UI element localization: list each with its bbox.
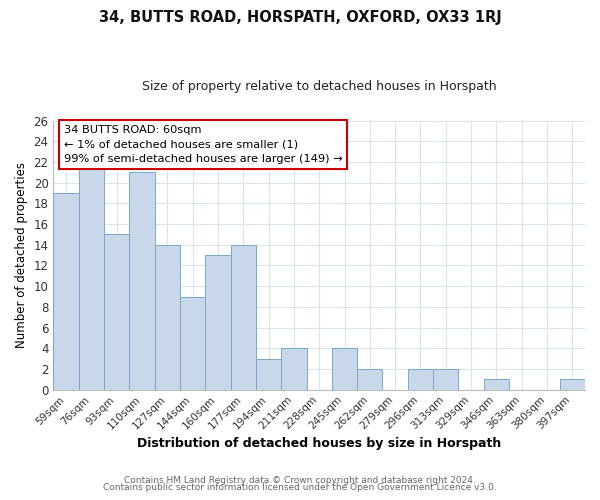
Bar	[79, 162, 104, 390]
Bar	[281, 348, 307, 390]
Bar	[205, 255, 230, 390]
Bar	[180, 296, 205, 390]
Bar	[230, 245, 256, 390]
Text: Contains public sector information licensed under the Open Government Licence v3: Contains public sector information licen…	[103, 484, 497, 492]
Text: Contains HM Land Registry data © Crown copyright and database right 2024.: Contains HM Land Registry data © Crown c…	[124, 476, 476, 485]
Bar	[484, 380, 509, 390]
Bar	[408, 369, 433, 390]
Bar	[53, 193, 79, 390]
Bar	[560, 380, 585, 390]
Bar	[256, 358, 281, 390]
Y-axis label: Number of detached properties: Number of detached properties	[15, 162, 28, 348]
Bar	[357, 369, 382, 390]
Bar	[104, 234, 130, 390]
Bar	[433, 369, 458, 390]
Bar	[130, 172, 155, 390]
X-axis label: Distribution of detached houses by size in Horspath: Distribution of detached houses by size …	[137, 437, 502, 450]
Bar	[155, 245, 180, 390]
Bar	[332, 348, 357, 390]
Text: 34 BUTTS ROAD: 60sqm
← 1% of detached houses are smaller (1)
99% of semi-detache: 34 BUTTS ROAD: 60sqm ← 1% of detached ho…	[64, 124, 343, 164]
Title: Size of property relative to detached houses in Horspath: Size of property relative to detached ho…	[142, 80, 497, 93]
Text: 34, BUTTS ROAD, HORSPATH, OXFORD, OX33 1RJ: 34, BUTTS ROAD, HORSPATH, OXFORD, OX33 1…	[98, 10, 502, 25]
